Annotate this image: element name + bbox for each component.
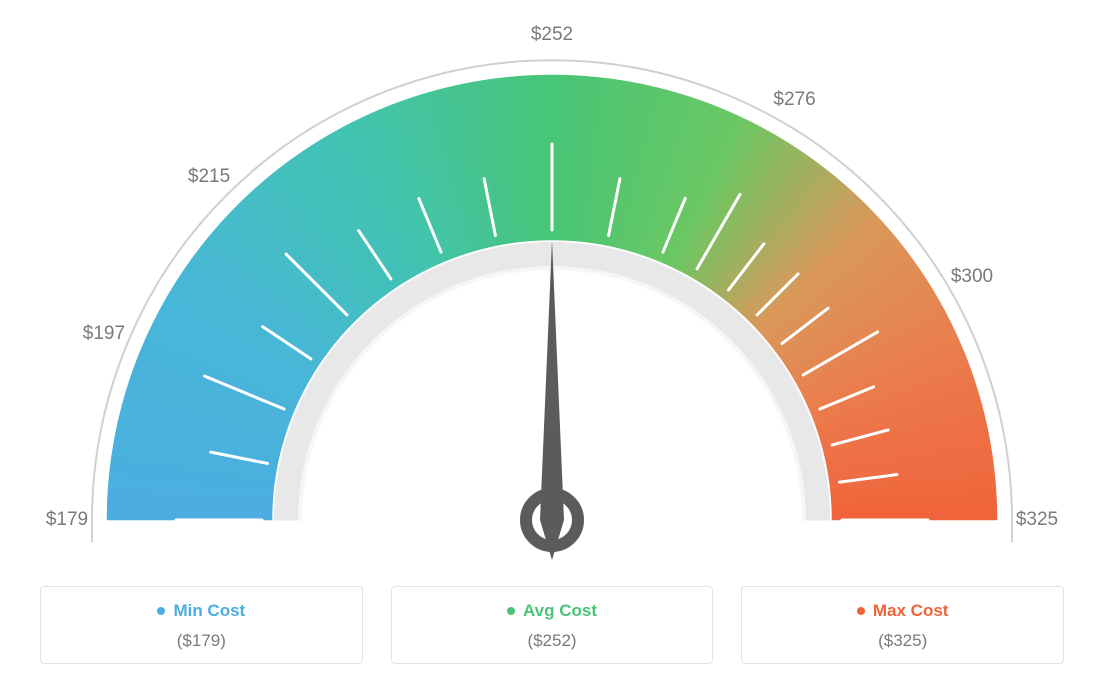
gauge-tick-label: $215: [188, 166, 230, 188]
min-cost-card: Min Cost ($179): [40, 586, 363, 664]
avg-cost-value: ($252): [402, 631, 703, 651]
max-cost-title: Max Cost: [873, 601, 949, 621]
avg-cost-card: Avg Cost ($252): [391, 586, 714, 664]
gauge-tick-label: $179: [46, 509, 88, 531]
min-cost-value: ($179): [51, 631, 352, 651]
max-cost-dot: [857, 607, 865, 615]
min-cost-title: Min Cost: [173, 601, 245, 621]
avg-cost-title: Avg Cost: [523, 601, 597, 621]
gauge-chart-container: $179 $197 $215 $252 $276 $300 $325 Min Cost ($…: [0, 0, 1104, 690]
min-cost-dot: [157, 607, 165, 615]
gauge-tick-label: $252: [531, 24, 573, 46]
gauge-tick-label: $276: [773, 89, 815, 111]
summary-cards-row: Min Cost ($179) Avg Cost ($252) Max Cost…: [40, 586, 1064, 664]
gauge-tick-label: $197: [83, 323, 125, 345]
max-cost-value: ($325): [752, 631, 1053, 651]
avg-cost-title-row: Avg Cost: [402, 601, 703, 621]
gauge-tick-label: $325: [1016, 509, 1058, 531]
max-cost-card: Max Cost ($325): [741, 586, 1064, 664]
min-cost-title-row: Min Cost: [51, 601, 352, 621]
avg-cost-dot: [507, 607, 515, 615]
max-cost-title-row: Max Cost: [752, 601, 1053, 621]
gauge-tick-label: $300: [951, 266, 993, 288]
